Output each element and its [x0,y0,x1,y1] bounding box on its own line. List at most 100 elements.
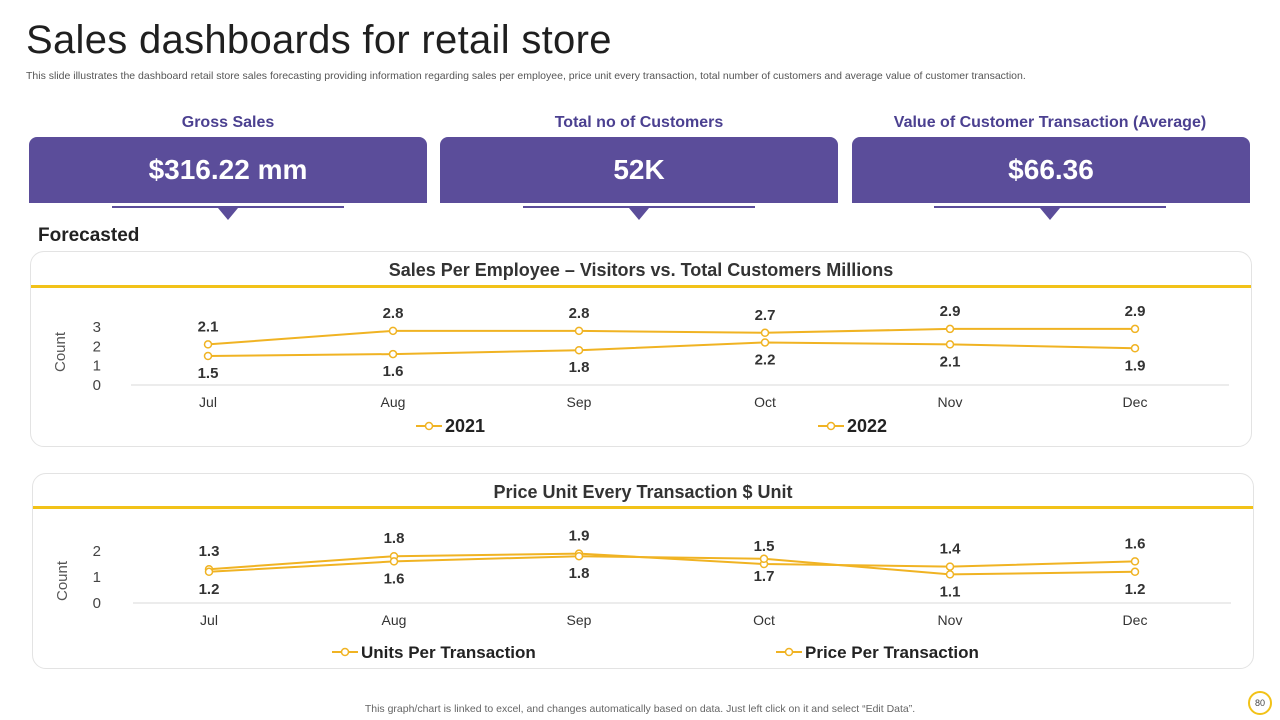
kpi-divider [523,206,755,208]
data-label: 2.8 [383,305,404,322]
data-label: 2.8 [569,305,590,322]
data-label: 1.2 [1125,581,1146,598]
series-line [207,327,1135,346]
data-point [945,562,955,571]
data-label: 2.1 [198,318,219,335]
line-chart-sales-per-employee: 0 1 2 3 Count Jul Aug Sep Oct Nov Dec 2.1 2.8 2.8 2.7 2… [52,303,1229,436]
kpi-pointer [1040,208,1060,220]
data-label: 1.6 [1125,535,1146,552]
kpi-value-gross-sales: $316.22 mm [29,137,427,203]
x-tick-label: Sep [567,394,592,410]
data-point [1130,324,1140,334]
data-point [203,351,213,361]
legend-marker [424,421,434,431]
legend-marker [826,421,836,431]
data-label: 1.9 [569,528,590,545]
y-axis-label: Count [52,331,69,372]
data-point [760,328,770,338]
data-point [1130,557,1140,566]
x-tick-label: Dec [1123,394,1148,410]
x-tick-label: Aug [382,612,407,628]
data-label: 2.2 [755,351,776,368]
series-line [208,555,1136,576]
data-label: 1.9 [1125,357,1146,374]
kpi-label-avg-transaction: Value of Customer Transaction (Average) [893,114,1207,131]
x-tick-label: Nov [938,394,963,410]
kpi-label-gross-sales: Gross Sales [181,114,275,131]
data-point [1130,344,1140,353]
legend-label: 2021 [445,416,485,436]
data-label: 1.8 [569,359,590,376]
data-label: 2.1 [940,353,961,370]
data-point [389,557,399,566]
x-tick-label: Jul [200,612,218,628]
chart-title: Sales Per Employee – Visitors vs. Total … [388,260,894,280]
page-subtitle: This slide illustrates the dashboard ret… [26,70,1026,82]
x-tick-label: Aug [381,394,406,410]
x-tick-label: Nov [938,612,963,628]
data-label: 2.9 [940,303,961,320]
kpi-divider [112,206,344,208]
y-tick-label: 0 [93,377,101,394]
chart-panel-price-unit[interactable]: Price Unit Every Transaction $ Unit 0 1 2 C… [32,473,1254,669]
kpi-divider [934,206,1166,208]
y-tick-label: 2 [93,338,101,355]
data-label: 1.6 [384,570,405,587]
page-title: Sales dashboards for retail store [26,18,612,62]
x-tick-label: Oct [753,612,775,628]
y-tick-label: 2 [93,543,101,560]
y-tick-label: 0 [93,595,101,612]
y-tick-label: 1 [93,358,101,375]
data-point [760,338,770,347]
kpi-label-customers: Total no of Customers [554,114,724,131]
data-point [388,349,398,359]
line-chart-price-unit: 0 1 2 Count Jul Aug Sep Oct Nov Dec 1.3 1.8 1.9 1.5 1.… [54,528,1231,662]
y-tick-label: 3 [93,319,101,336]
data-point [945,340,955,349]
x-tick-label: Oct [754,394,776,410]
kpi-pointer [629,208,649,220]
x-tick-label: Jul [199,394,217,410]
chart-title-underline [33,506,1253,509]
data-label: 2.9 [1125,303,1146,320]
kpi-value-avg-transaction: $66.36 [852,137,1250,203]
legend-label: Units Per Transaction [361,643,536,662]
footnote: This graph/chart is linked to excel, and… [364,703,916,715]
data-point [204,567,214,577]
data-point [759,554,769,564]
data-label: 1.8 [569,565,590,582]
data-label: 1.3 [199,543,220,560]
section-label-forecasted: Forecasted [38,225,140,246]
x-tick-label: Dec [1123,612,1148,628]
data-point [945,570,955,579]
data-point [945,324,955,334]
data-label: 1.1 [940,583,961,600]
kpi-value-customers: 52K [440,137,838,203]
data-label: 2.7 [755,307,776,324]
y-axis-label: Count [54,560,71,601]
legend-marker [784,647,794,657]
data-point [574,551,584,561]
legend-label: 2022 [847,416,887,436]
page-number: 80 [1248,691,1272,715]
chart-title: Price Unit Every Transaction $ Unit [493,482,793,502]
data-label: 1.6 [383,363,404,380]
data-point [1130,567,1140,577]
data-point [388,326,398,336]
kpi-pointer [218,208,238,220]
data-point [203,340,213,349]
series-line [207,341,1136,357]
legend-label: Price Per Transaction [805,643,979,662]
legend-marker [340,647,350,657]
series-line [208,552,1136,571]
data-label: 1.5 [754,538,775,555]
data-point [574,326,584,336]
data-label: 1.2 [199,581,220,598]
chart-panel-sales-per-employee[interactable]: Sales Per Employee – Visitors vs. Total … [30,251,1252,447]
chart-title-underline [31,285,1251,288]
data-point [574,345,584,355]
x-tick-label: Sep [567,612,592,628]
data-label: 1.7 [754,568,775,585]
data-label: 1.4 [940,541,962,558]
data-label: 1.8 [384,530,405,547]
